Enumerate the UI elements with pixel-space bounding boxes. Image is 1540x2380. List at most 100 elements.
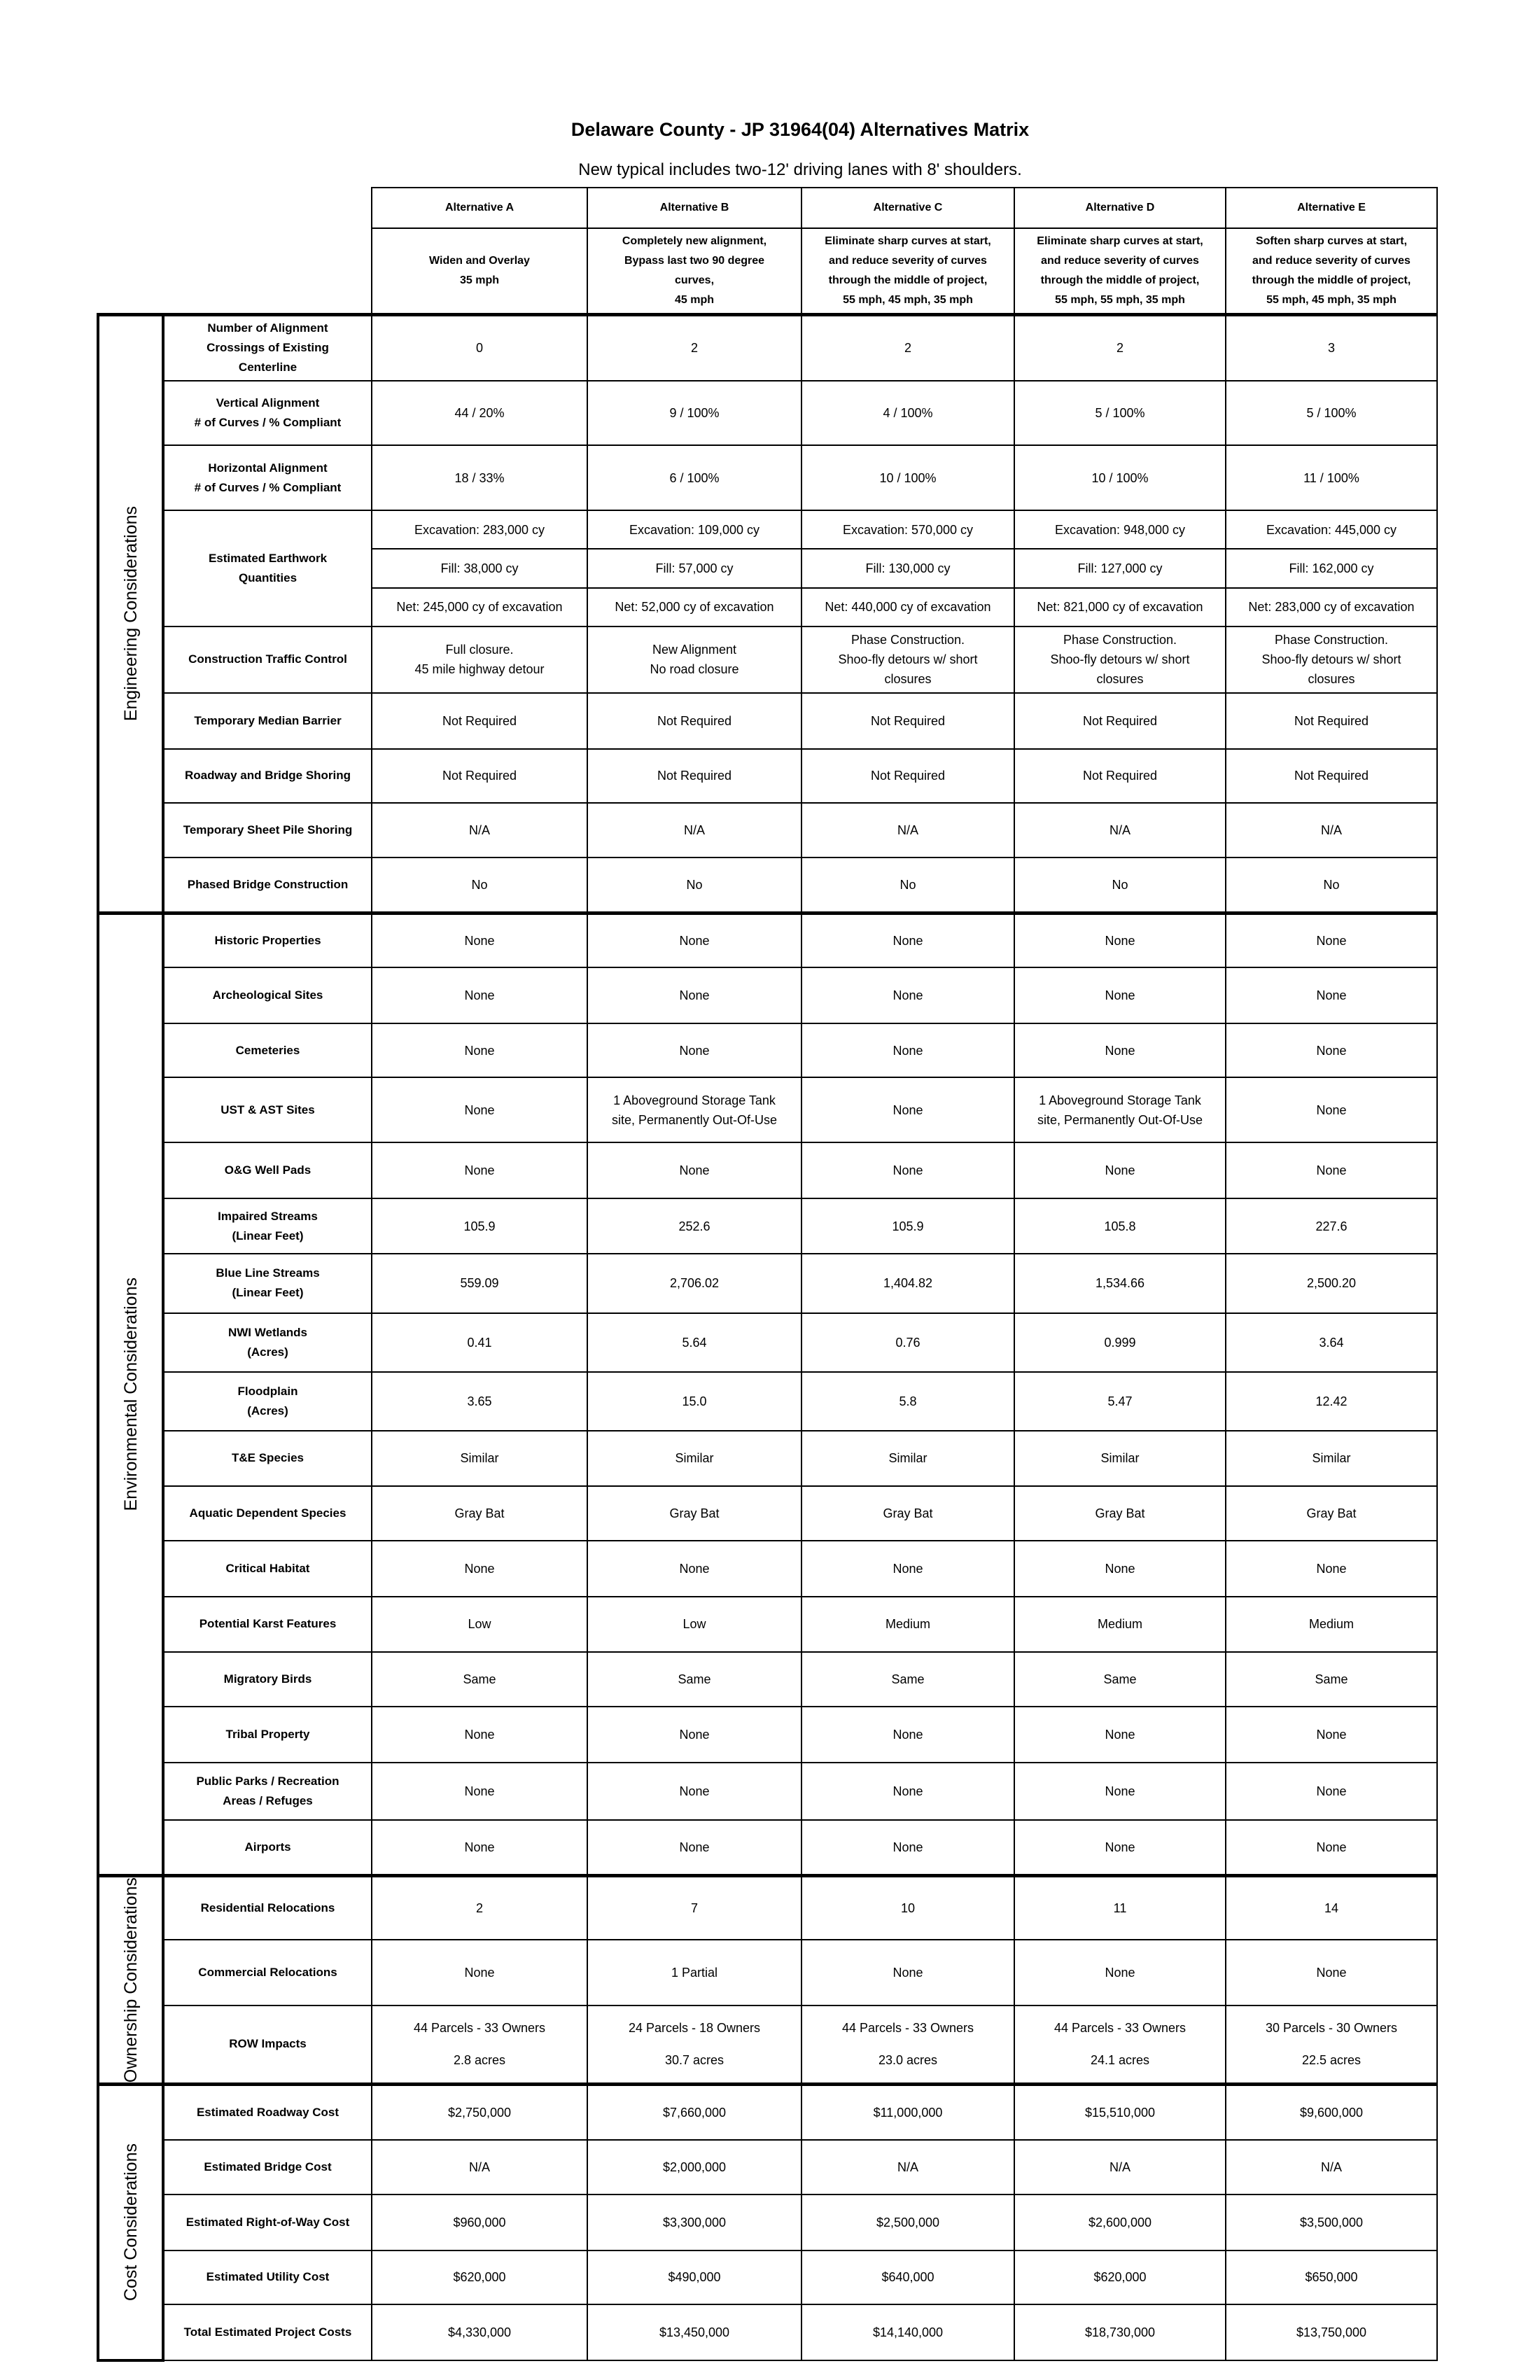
cell: Fill: 57,000 cy [587,548,802,589]
group-label: Ownership Considerations [120,1877,141,2082]
row-label: Estimated Right-of-Way Cost [162,2193,372,2251]
table-row: Vertical Alignment # of Curves / % Compl… [98,379,1438,447]
cell: Medium [1225,1595,1438,1653]
cell: N/A [371,2139,588,2195]
cell: None [371,1142,588,1199]
table-row: Temporary Median Barrier Not Required Not … [98,692,1438,750]
cell: 3 [1225,312,1438,382]
cell: None [587,1761,802,1821]
cell: 105.8 [1014,1197,1226,1255]
cell: None [1225,1705,1438,1763]
cell: Low [587,1595,802,1653]
cell: 1,534.66 [1014,1253,1226,1314]
cell: None [1014,1022,1226,1079]
cell: $18,730,000 [1014,2304,1226,2361]
cell: $3,500,000 [1225,2193,1438,2251]
cell: None [1014,1819,1226,1877]
cell: Similar [587,1429,802,1488]
row-label: Roadway and Bridge Shoring [162,748,372,804]
row-label: O&G Well Pads [162,1142,372,1199]
cell: None [371,1705,588,1763]
cell: 44 Parcels - 33 Owners 2.8 acres [371,2004,588,2085]
cell: Fill: 127,000 cy [1014,548,1226,589]
row-label: Blue Line Streams (Linear Feet) [162,1253,372,1314]
row-label: Estimated Roadway Cost [162,2082,372,2141]
cell: Gray Bat [371,1485,588,1541]
cell: None [1225,1022,1438,1079]
cell: Gray Bat [1225,1485,1438,1541]
cell: N/A [371,802,588,858]
cell: 2 [587,312,802,382]
cell: 559.09 [371,1253,588,1314]
cell: Net: 245,000 cy of excavation [371,587,588,628]
cell: None [371,967,588,1024]
row-label: Phased Bridge Construction [162,856,372,914]
alternative-description: Widen and Overlay 35 mph [371,227,588,315]
table-row: Cemeteries None None None None None [98,1022,1438,1079]
row-label: Vertical Alignment # of Curves / % Compl… [162,379,372,447]
row-label: Construction Traffic Control [162,626,372,694]
alternative-description: Completely new alignment, Bypass last tw… [587,227,802,315]
row-label: Number of Alignment Crossings of Existin… [162,312,372,382]
cell: None [1225,1761,1438,1821]
cell: None [371,1938,588,2006]
cell: $9,600,000 [1225,2082,1438,2141]
cell: Not Required [371,748,588,804]
table-row: Potential Karst Features Low Low Medium Medi… [98,1595,1438,1653]
cell: Not Required [801,692,1015,750]
row-label: Total Estimated Project Costs [162,2304,372,2361]
cell: $2,750,000 [371,2082,588,2141]
cell: $960,000 [371,2193,588,2251]
cell: N/A [1225,2139,1438,2195]
cell: 24 Parcels - 18 Owners 30.7 acres [587,2004,802,2085]
cell: Excavation: 109,000 cy [587,510,802,550]
cell: $11,000,000 [801,2082,1015,2141]
row-label: NWI Wetlands (Acres) [162,1312,372,1373]
cell: None [1014,1761,1226,1821]
cell: 0 [371,312,588,382]
cell: 44 Parcels - 33 Owners 24.1 acres [1014,2004,1226,2085]
cell: Fill: 162,000 cy [1225,548,1438,589]
cell: $14,140,000 [801,2304,1015,2361]
cell: Not Required [587,748,802,804]
cell: None [1014,1938,1226,2006]
column-header: Alternative D [1014,186,1226,230]
cell: No [801,856,1015,914]
cell: 2,500.20 [1225,1253,1438,1314]
group-cell: Engineering Considerations [97,312,164,915]
cell: None [1225,967,1438,1024]
table-row: Estimated Right-of-Way Cost $960,000 $3,30… [98,2193,1438,2251]
row-label: Historic Properties [162,911,372,969]
cell: None [587,1819,802,1877]
cell: Similar [1014,1429,1226,1488]
table-row: Airports None None None None None [98,1819,1438,1877]
cell: None [801,911,1015,969]
cell: N/A [1014,2139,1226,2195]
table-row: Estimated Earthwork Quantities Excavation… [98,510,1438,628]
row-label: ROW Impacts [162,2004,372,2085]
row-label: Residential Relocations [162,1873,372,1940]
cell: 9 / 100% [587,379,802,447]
cell: Similar [801,1429,1015,1488]
cell: No [1225,856,1438,914]
cell: Same [1014,1651,1226,1707]
cell: Gray Bat [801,1485,1015,1541]
cell: None [371,1819,588,1877]
table-row: Engineering Considerations Number of Alig… [97,312,1438,915]
table-row: Impaired Streams (Linear Feet) 105.9 252.6… [98,1197,1438,1255]
cell: Low [371,1595,588,1653]
row-label: Migratory Birds [162,1651,372,1707]
cell: 18 / 33% [371,444,588,512]
cell: N/A [587,802,802,858]
cell: 5.47 [1014,1371,1226,1432]
cell: Not Required [587,692,802,750]
cell: Same [371,1651,588,1707]
cell: 6 / 100% [587,444,802,512]
cell: 5.64 [587,1312,802,1373]
group-cell: Ownership Considerations [97,1873,164,2086]
cell: None [801,1077,1015,1143]
cell: None [801,967,1015,1024]
cell: 5.8 [801,1371,1015,1432]
table-row: Net: 245,000 cy of excavation Net: 52,000… [98,587,1438,628]
